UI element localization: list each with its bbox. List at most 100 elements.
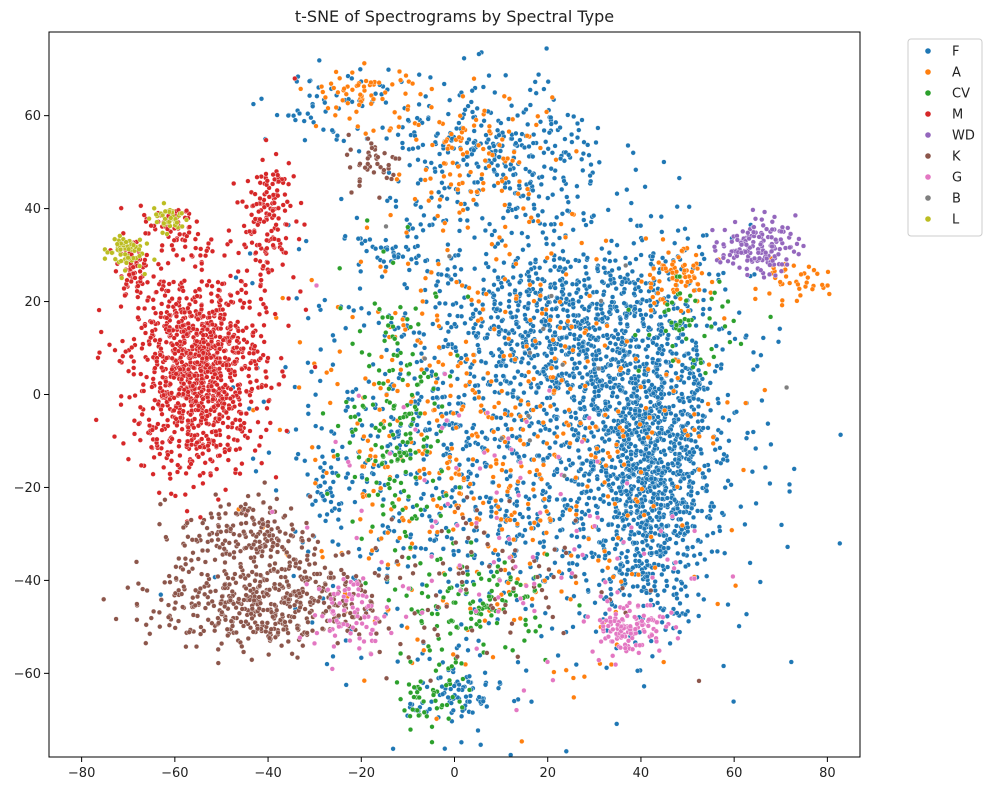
data-point (626, 474, 632, 480)
data-point (376, 306, 383, 312)
data-point (694, 508, 701, 514)
data-point (291, 113, 297, 119)
data-point (534, 308, 540, 314)
data-point (538, 181, 544, 188)
data-point (488, 513, 494, 520)
data-point (546, 494, 553, 500)
data-point (638, 403, 644, 409)
data-point (628, 451, 634, 458)
data-point (422, 471, 428, 477)
data-point (559, 289, 565, 295)
data-point (380, 314, 386, 321)
data-point (658, 328, 664, 334)
data-point (676, 274, 683, 280)
data-point (695, 403, 702, 410)
data-point (521, 637, 528, 644)
data-point (641, 435, 647, 441)
data-point (426, 470, 432, 476)
data-point (671, 419, 677, 425)
data-point (599, 568, 606, 574)
data-point (98, 329, 104, 335)
data-point (656, 430, 663, 436)
data-point (777, 279, 783, 285)
data-point (429, 369, 435, 375)
data-point (615, 336, 621, 342)
data-point (548, 346, 555, 352)
data-point (718, 365, 724, 372)
data-point (706, 467, 712, 473)
data-point (366, 352, 372, 358)
data-point (353, 109, 360, 115)
data-point (593, 629, 599, 635)
data-point (656, 408, 663, 415)
data-point (662, 407, 668, 414)
data-point (352, 474, 358, 480)
series-a (236, 60, 832, 745)
data-point (641, 379, 647, 385)
data-point (563, 667, 569, 673)
data-point (657, 553, 664, 559)
data-point (408, 399, 414, 405)
data-point (650, 294, 656, 300)
data-point (609, 267, 615, 274)
data-point (437, 197, 443, 203)
data-point (520, 480, 527, 486)
data-point (382, 268, 388, 274)
data-point (581, 306, 587, 312)
data-point (338, 196, 344, 202)
data-point (647, 272, 653, 278)
data-point (456, 643, 462, 649)
data-point (550, 337, 556, 343)
data-point (328, 428, 335, 435)
data-point (647, 515, 653, 521)
data-point (644, 298, 650, 304)
data-point (419, 311, 425, 317)
data-point (637, 524, 644, 530)
data-point (711, 504, 717, 510)
data-point (478, 576, 484, 582)
data-point (335, 452, 341, 458)
data-point (421, 709, 427, 715)
data-point (456, 681, 462, 688)
data-point (608, 238, 615, 244)
data-point (637, 421, 643, 428)
data-point (496, 154, 502, 160)
data-point (540, 456, 546, 462)
data-point (690, 263, 697, 269)
data-point (379, 444, 385, 451)
data-point (410, 351, 416, 357)
data-point (606, 309, 612, 315)
data-point (623, 313, 630, 319)
data-point (644, 354, 650, 360)
data-point (665, 307, 672, 313)
data-point (320, 89, 326, 95)
data-point (158, 445, 165, 451)
data-point (544, 440, 550, 447)
data-point (581, 283, 588, 289)
data-point (421, 466, 427, 472)
data-point (613, 509, 619, 515)
data-point (441, 185, 448, 191)
data-point (543, 45, 550, 52)
data-point (669, 270, 676, 276)
data-point (480, 395, 486, 401)
data-point (603, 462, 609, 469)
data-point (491, 404, 498, 410)
data-point (527, 282, 533, 288)
data-point (607, 340, 613, 346)
data-point (312, 480, 318, 486)
data-point (606, 250, 612, 256)
data-point (444, 272, 450, 279)
data-point (664, 495, 670, 501)
data-point (424, 504, 430, 510)
data-point (527, 317, 534, 323)
data-point (678, 586, 684, 593)
data-point (468, 470, 474, 477)
data-point (605, 428, 612, 434)
data-point (320, 127, 327, 133)
data-point (427, 706, 433, 712)
data-point (313, 123, 319, 129)
data-point (451, 552, 457, 558)
data-point (690, 357, 697, 363)
data-point (436, 495, 443, 501)
